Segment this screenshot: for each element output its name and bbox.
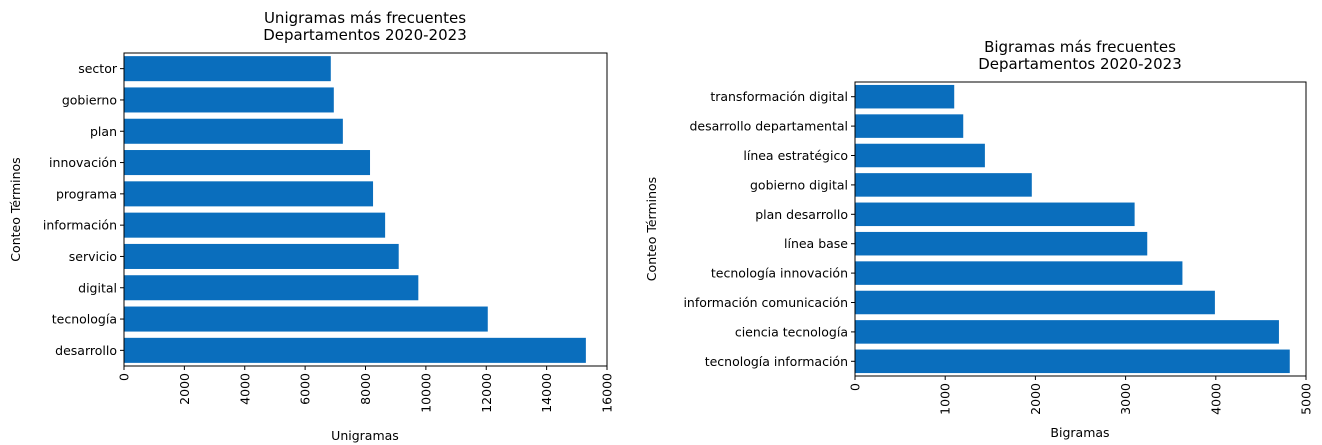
bar: [855, 202, 1135, 227]
bar: [124, 306, 488, 332]
category-label: línea estratégico: [743, 148, 848, 163]
category-label: innovación: [49, 155, 117, 170]
category-label: información: [43, 218, 117, 233]
category-label: sector: [78, 61, 118, 76]
chart-title-line: Departamentos 2020-2023: [263, 26, 466, 44]
category-label: desarrollo: [55, 343, 117, 358]
category-label: transformación digital: [710, 89, 848, 104]
chart-title-line: Unigramas más frecuentes: [264, 9, 466, 27]
x-tick-label: 10000: [418, 373, 433, 413]
x-tick-label: 1000: [938, 383, 953, 415]
x-tick-label: 12000: [479, 373, 494, 413]
category-label: servicio: [69, 249, 117, 264]
bar: [855, 290, 1215, 315]
x-tick-label: 16000: [600, 373, 615, 413]
bar: [855, 231, 1148, 256]
category-label: tecnología innovación: [711, 266, 848, 281]
category-label: digital: [78, 280, 117, 295]
bar: [855, 114, 964, 138]
category-label: tecnología: [52, 312, 117, 327]
y-axis-label: Conteo Términos: [8, 157, 23, 261]
x-tick-label: 6000: [298, 373, 313, 405]
category-label: plan desarrollo: [755, 207, 848, 222]
x-tick-label: 2000: [177, 373, 192, 405]
x-tick-label: 14000: [539, 373, 554, 413]
category-label: línea base: [784, 236, 848, 251]
x-tick-label: 2000: [1028, 383, 1043, 415]
x-tick-label: 0: [117, 373, 132, 381]
bar: [124, 275, 419, 301]
bar: [124, 181, 374, 207]
x-tick-label: 3000: [1118, 383, 1133, 415]
category-label: ciencia tecnología: [735, 324, 848, 339]
x-tick-label: 8000: [358, 373, 373, 405]
bar: [124, 56, 331, 82]
bar: [124, 87, 334, 113]
bar: [124, 212, 386, 238]
plot-frame: [854, 81, 1307, 377]
x-tick-label: 5000: [1299, 383, 1314, 415]
bar: [124, 150, 371, 176]
category-label: gobierno digital: [750, 177, 848, 192]
category-label: programa: [56, 186, 117, 201]
bar: [855, 320, 1279, 344]
x-axis-label: Unigramas: [331, 428, 399, 443]
bar: [855, 261, 1183, 285]
x-axis-label: Bigramas: [1050, 425, 1109, 440]
bar: [855, 173, 1032, 197]
y-axis-label: Conteo Términos: [644, 177, 659, 281]
bar: [855, 349, 1290, 374]
category-label: desarrollo departamental: [689, 119, 848, 134]
x-tick-label: 0: [848, 383, 863, 391]
bar: [124, 337, 586, 363]
chart-title-line: Bigramas más frecuentes: [984, 38, 1176, 56]
x-tick-label: 4000: [237, 373, 252, 405]
bar: [124, 243, 399, 269]
bar: [124, 118, 343, 144]
chart-title-line: Departamentos 2020-2023: [978, 55, 1181, 73]
x-tick-label: 4000: [1208, 383, 1223, 415]
bar: [855, 143, 985, 168]
category-label: tecnología información: [705, 354, 848, 369]
bar: [855, 84, 955, 109]
category-label: gobierno: [62, 92, 117, 107]
category-label: información comunicación: [683, 295, 848, 310]
category-label: plan: [90, 124, 117, 139]
